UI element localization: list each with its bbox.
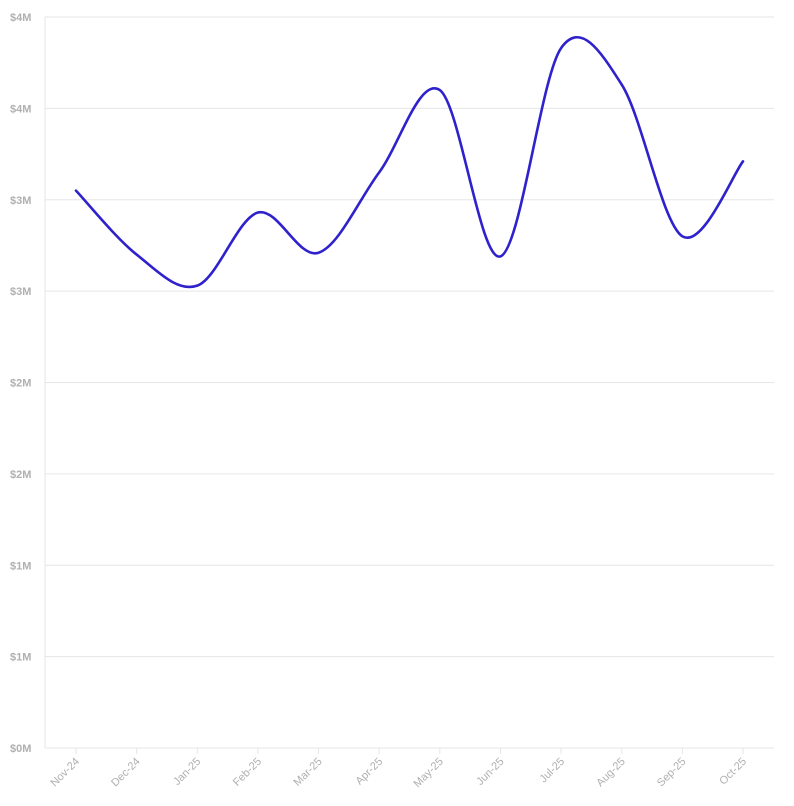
x-tick-label: Dec-24 — [109, 756, 143, 790]
x-tick-label: Jan-25 — [171, 756, 203, 788]
y-tick-label: $0M — [10, 743, 31, 755]
y-tick-label: $4M — [10, 12, 31, 24]
y-tick-label: $1M — [10, 560, 31, 572]
y-tick-label: $2M — [10, 378, 31, 390]
x-tick-label: Oct-25 — [717, 756, 749, 788]
y-tick-label: $1M — [10, 652, 31, 664]
x-tick-label: Jun-25 — [474, 756, 506, 788]
x-tick-label: Nov-24 — [49, 756, 83, 790]
y-tick-label: $4M — [10, 103, 31, 115]
x-tick-label: Jul-25 — [538, 756, 568, 786]
y-tick-label: $3M — [10, 286, 31, 298]
grid-layer — [45, 16, 774, 749]
x-tick-label: Mar-25 — [292, 756, 325, 789]
y-tick-label: $2M — [10, 469, 31, 481]
x-tick-label: May-25 — [412, 756, 446, 790]
x-tick-label: Apr-25 — [353, 756, 385, 788]
series-layer — [74, 35, 745, 289]
axis-layer: $0M $1M $1M $2M $2M $3M $3M $4M $4M Nov-24 Dec-24 J… — [10, 12, 749, 790]
y-tick-label: $3M — [10, 195, 31, 207]
x-tick-label: Feb-25 — [231, 756, 264, 789]
series-line — [74, 35, 745, 289]
x-tick-label: Sep-25 — [655, 756, 689, 790]
x-tick-label: Aug-25 — [594, 756, 628, 790]
